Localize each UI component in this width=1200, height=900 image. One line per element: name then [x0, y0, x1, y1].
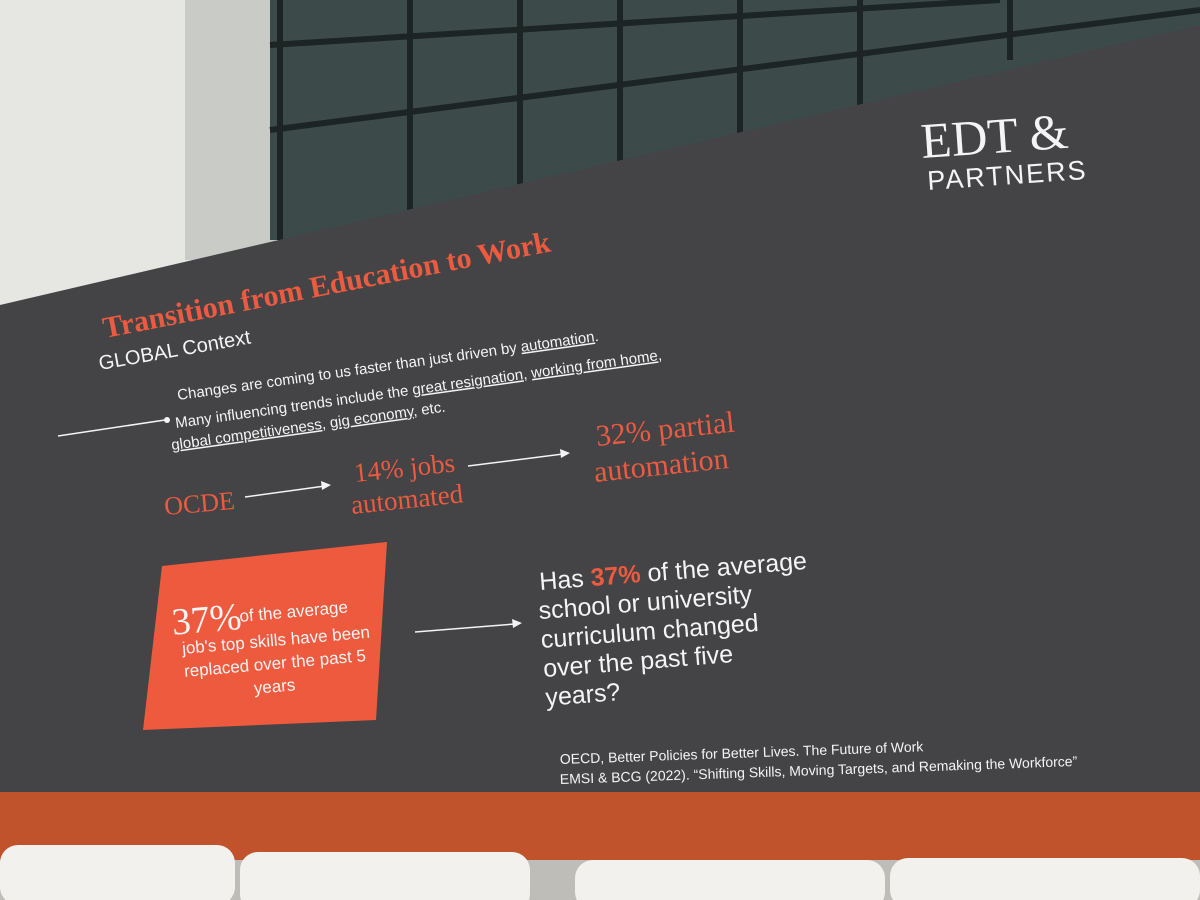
window-frames	[269, 0, 1200, 240]
text-segment: 37%	[590, 560, 642, 592]
text-segment: , etc.	[412, 399, 447, 420]
text-segment: ,	[320, 415, 331, 433]
logo-mark: EDT &	[919, 103, 1070, 169]
highlight-box	[143, 542, 387, 730]
question-line: years?	[544, 678, 621, 712]
box-figure: 37%	[170, 596, 243, 644]
connector	[57, 419, 166, 437]
pillar-side	[185, 0, 275, 260]
box-line: years	[253, 675, 296, 698]
arrows	[244, 449, 570, 633]
chairs	[0, 845, 1200, 900]
bullet-dot	[164, 417, 170, 423]
text-segment: ,	[656, 347, 662, 364]
flow-source: OCDE	[163, 486, 236, 521]
text-segment: .	[593, 328, 599, 345]
text-segment: years?	[544, 678, 621, 712]
text-segment: ,	[522, 365, 533, 383]
text-segment: Has	[538, 564, 591, 596]
